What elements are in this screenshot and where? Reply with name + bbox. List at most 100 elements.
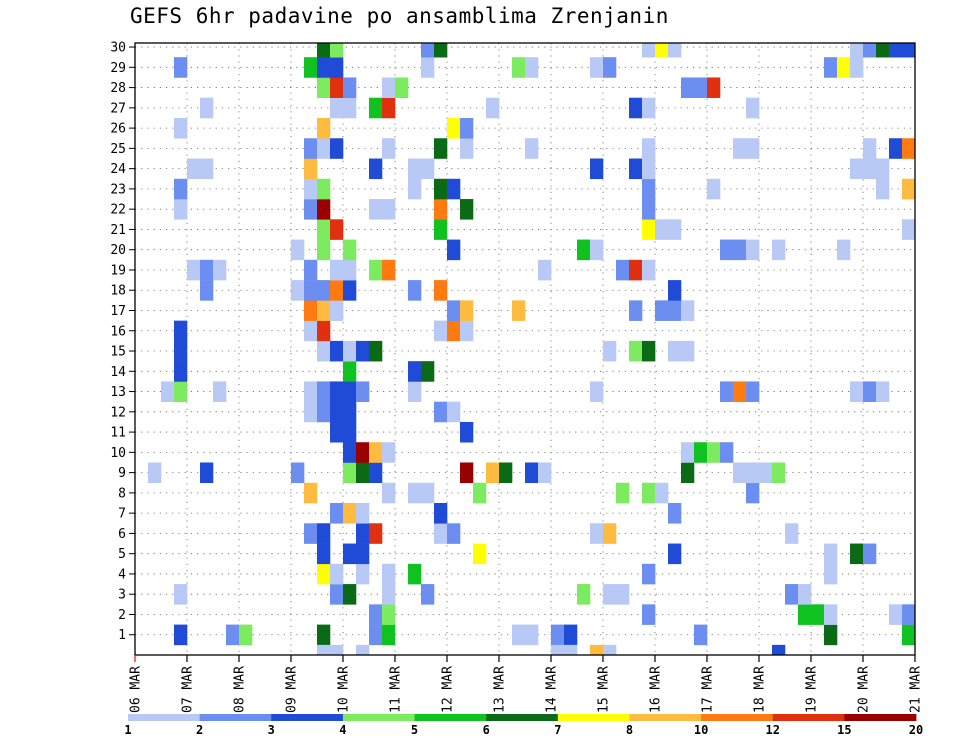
heatmap-cell bbox=[486, 462, 500, 484]
heatmap-cell bbox=[382, 604, 396, 625]
heatmap-cell bbox=[824, 57, 838, 78]
heatmap-cell bbox=[317, 43, 331, 58]
heatmap-cell bbox=[317, 77, 331, 99]
heatmap-cell bbox=[356, 563, 370, 585]
y-tick-label: 10 bbox=[110, 446, 126, 461]
colorbar-label: 20 bbox=[909, 723, 923, 737]
heatmap-cell bbox=[434, 523, 448, 544]
y-tick-label: 26 bbox=[110, 122, 126, 137]
heatmap-cell bbox=[421, 43, 435, 58]
y-axis: 1234567891011121314151617181920212223242… bbox=[110, 41, 135, 643]
heatmap-cell bbox=[850, 543, 864, 565]
heatmap-cell bbox=[720, 239, 734, 261]
heatmap-cell bbox=[850, 43, 864, 58]
heatmap-cell bbox=[629, 259, 643, 281]
heatmap-cell bbox=[304, 259, 318, 281]
heatmap-cell bbox=[460, 117, 474, 139]
heatmap-cell bbox=[174, 320, 188, 342]
colorbar-segment bbox=[629, 714, 702, 721]
heatmap-cell bbox=[421, 584, 435, 605]
heatmap-cell bbox=[330, 219, 344, 240]
heatmap-cell bbox=[642, 219, 656, 240]
heatmap-cell bbox=[434, 280, 448, 301]
heatmap-cell bbox=[148, 462, 162, 484]
y-tick-label: 19 bbox=[110, 263, 126, 278]
heatmap-cell bbox=[304, 523, 318, 544]
heatmap-cell bbox=[902, 138, 916, 159]
heatmap-cell bbox=[317, 219, 331, 240]
heatmap-cell bbox=[889, 138, 903, 159]
heatmap-cell bbox=[434, 199, 448, 220]
colorbar-segment bbox=[557, 714, 630, 721]
heatmap-cell bbox=[447, 117, 461, 139]
heatmap-cell bbox=[291, 462, 305, 484]
heatmap-cell bbox=[538, 259, 552, 281]
heatmap-cell bbox=[200, 280, 214, 301]
heatmap-cell bbox=[850, 57, 864, 78]
x-tick-label: 17 MAR bbox=[701, 666, 716, 713]
heatmap-cell bbox=[304, 280, 318, 301]
colorbar-label: 2 bbox=[196, 723, 203, 737]
plot-background bbox=[135, 43, 915, 655]
heatmap-cell bbox=[746, 138, 760, 159]
y-tick-label: 5 bbox=[118, 547, 126, 562]
heatmap-cell bbox=[655, 482, 669, 504]
y-tick-label: 24 bbox=[110, 162, 126, 177]
x-tick-label: 19 MAR bbox=[805, 666, 820, 713]
heatmap-cell bbox=[343, 259, 357, 281]
heatmap-cell bbox=[707, 77, 721, 99]
heatmap-cell bbox=[330, 644, 344, 656]
heatmap-cell bbox=[655, 43, 669, 58]
y-tick-label: 11 bbox=[110, 426, 126, 441]
heatmap-cell bbox=[369, 523, 383, 544]
colorbar-segment bbox=[772, 714, 845, 721]
heatmap-cell bbox=[343, 503, 357, 524]
heatmap-cell bbox=[616, 482, 630, 504]
y-tick-label: 22 bbox=[110, 203, 126, 218]
heatmap-cell bbox=[863, 158, 877, 180]
heatmap-cell bbox=[551, 644, 565, 656]
heatmap-cell bbox=[304, 300, 318, 321]
x-axis: 06 MAR 07 MAR 08 MAR 09 MAR 10 MAR 11 MAR 12 M… bbox=[129, 655, 924, 713]
heatmap-cell bbox=[603, 644, 617, 656]
heatmap-cell bbox=[317, 644, 331, 656]
heatmap-cell bbox=[629, 158, 643, 180]
heatmap-cell bbox=[642, 178, 656, 200]
x-tick-label: 11 MAR bbox=[389, 666, 404, 713]
heatmap-cell bbox=[343, 442, 357, 463]
colorbar-segment bbox=[342, 714, 415, 721]
heatmap-cell bbox=[343, 543, 357, 565]
heatmap-cell bbox=[668, 280, 682, 301]
heatmap-cell bbox=[330, 57, 344, 78]
heatmap-cell bbox=[304, 320, 318, 342]
heatmap-cell bbox=[369, 158, 383, 180]
heatmap-cell bbox=[317, 280, 331, 301]
heatmap-cell bbox=[187, 158, 201, 180]
heatmap-cell bbox=[408, 482, 422, 504]
heatmap-cell bbox=[603, 340, 617, 362]
heatmap-cell bbox=[668, 543, 682, 565]
y-tick-label: 18 bbox=[110, 284, 126, 299]
heatmap-cell bbox=[382, 138, 396, 159]
heatmap-cell bbox=[720, 442, 734, 463]
heatmap-cell bbox=[733, 138, 747, 159]
heatmap-cell bbox=[434, 43, 448, 58]
heatmap-cell bbox=[629, 300, 643, 321]
heatmap-cell bbox=[772, 462, 786, 484]
heatmap-cell bbox=[551, 624, 565, 646]
heatmap-cell bbox=[629, 97, 643, 119]
heatmap-cell bbox=[889, 604, 903, 625]
heatmap-cell bbox=[434, 219, 448, 240]
heatmap-cell bbox=[408, 381, 422, 402]
colorbar-label: 4 bbox=[339, 723, 346, 737]
heatmap-cell bbox=[317, 300, 331, 321]
heatmap-cell bbox=[382, 259, 396, 281]
x-tick-label: 08 MAR bbox=[233, 666, 248, 713]
heatmap-cell bbox=[447, 523, 461, 544]
heatmap-cell bbox=[408, 563, 422, 585]
heatmap-cell bbox=[343, 239, 357, 261]
heatmap-cell bbox=[356, 442, 370, 463]
heatmap-cell bbox=[200, 158, 214, 180]
heatmap-cell bbox=[317, 57, 331, 78]
